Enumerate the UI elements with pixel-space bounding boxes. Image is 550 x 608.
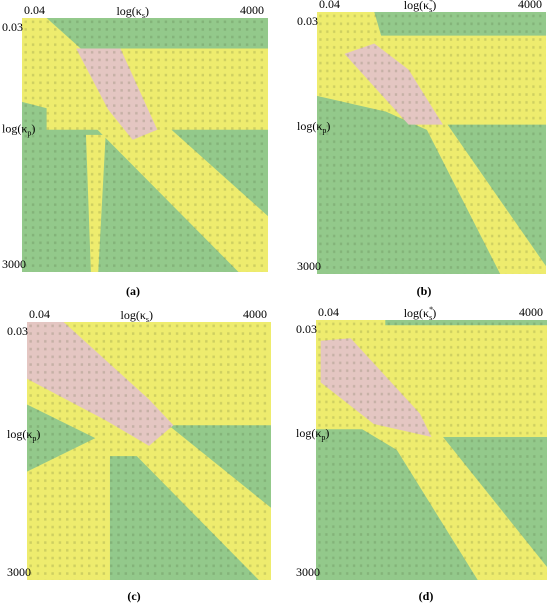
x-axis-min: 0.04 [318,305,339,319]
label-superscript: * [429,0,433,6]
label-text: log(κ [7,427,32,441]
y-axis-max: 3000 [296,565,320,579]
label-text: ) [325,426,329,440]
label-text: ) [31,121,35,135]
y-axis-min: 0.03 [2,20,23,34]
label-text: log(κ [404,0,429,12]
label-subscript: p [322,126,326,135]
label-subscript: s [146,315,149,324]
axis-title: log(κp) [297,119,330,135]
y-axis-min: 0.03 [7,324,28,338]
label-subscript: s [429,5,432,14]
label-text: ) [432,306,436,320]
panel-caption: (d) [419,589,434,603]
region-map [27,322,271,580]
label-text: ) [145,4,149,18]
axis-title: log(κ* s) [404,305,437,322]
y-axis-max: 3000 [297,259,321,273]
axis-title: log(κ* s) [404,0,437,14]
label-text: log(κ [121,308,146,322]
axis-title: log(κp) [7,427,40,443]
label-text: log(κ [404,306,429,320]
label-text: ) [432,0,436,12]
label-text: log(κ [297,119,322,133]
label-text: ) [326,119,330,133]
x-axis-min: 0.04 [24,3,45,17]
x-axis-min: 0.04 [29,307,50,321]
axis-title: log(κp) [2,121,35,137]
y-axis-max: 3000 [7,565,31,579]
x-axis-max: 4000 [519,305,543,319]
region-map [22,18,268,272]
label-subscript: s [142,11,145,20]
label-superscript: * [429,305,433,314]
axis-title: log(κp) [296,426,329,442]
panel-caption: (b) [417,284,432,298]
y-axis-min: 0.03 [297,14,318,28]
label-text: log(κ [296,426,321,440]
panel-caption: (c) [127,589,140,603]
axis-title: log(κs) [116,4,149,20]
x-axis-min: 0.04 [319,0,340,11]
label-subscript: p [32,434,36,443]
region-map [316,320,547,580]
y-axis-max: 3000 [2,257,26,271]
label-text: log(κ [116,4,141,18]
x-axis-max: 4000 [518,0,542,11]
x-axis-max: 4000 [240,3,264,17]
panel-caption: (a) [126,284,140,298]
region-map [317,12,546,274]
label-text: log(κ [2,121,27,135]
x-axis-max: 4000 [243,307,267,321]
label-subscript: p [321,433,325,442]
label-subscript: p [27,128,31,137]
label-subscript: s [429,313,432,322]
label-text: ) [149,308,153,322]
axis-title: log(κs) [121,308,154,324]
y-axis-min: 0.03 [296,322,317,336]
label-text: ) [36,427,40,441]
